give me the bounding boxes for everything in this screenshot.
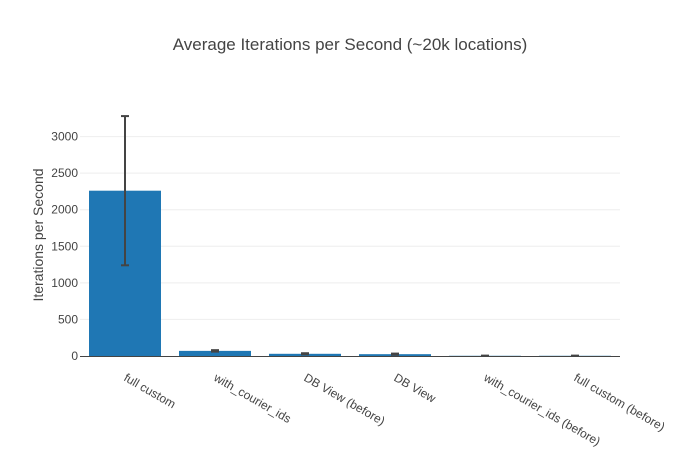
y-tick-label: 2000	[51, 203, 78, 217]
y-tick-label: 1000	[51, 276, 78, 290]
y-axis-title: Iterations per Second	[30, 168, 46, 301]
x-tick-label: full custom (before)	[572, 370, 668, 433]
bars	[89, 191, 611, 356]
error-bars	[121, 116, 579, 356]
x-tick-label: full custom	[122, 370, 179, 411]
y-axis-ticks: 0 500 1000 1500 2000 2500 3000	[51, 130, 78, 363]
y-tick-label: 3000	[51, 130, 78, 144]
error-bar-2	[301, 353, 309, 354]
error-bar-3	[391, 354, 399, 355]
chart-title: Average Iterations per Second (~20k loca…	[173, 35, 528, 54]
y-tick-label: 500	[58, 312, 78, 326]
y-tick-label: 0	[71, 349, 78, 363]
x-tick-label: DB View	[392, 370, 439, 405]
error-bar-1	[211, 350, 219, 351]
x-tick-label: with_courier_ids	[211, 370, 294, 426]
y-tick-label: 1500	[51, 239, 78, 253]
y-tick-label: 2500	[51, 166, 78, 180]
x-tick-label: DB View (before)	[302, 370, 388, 428]
